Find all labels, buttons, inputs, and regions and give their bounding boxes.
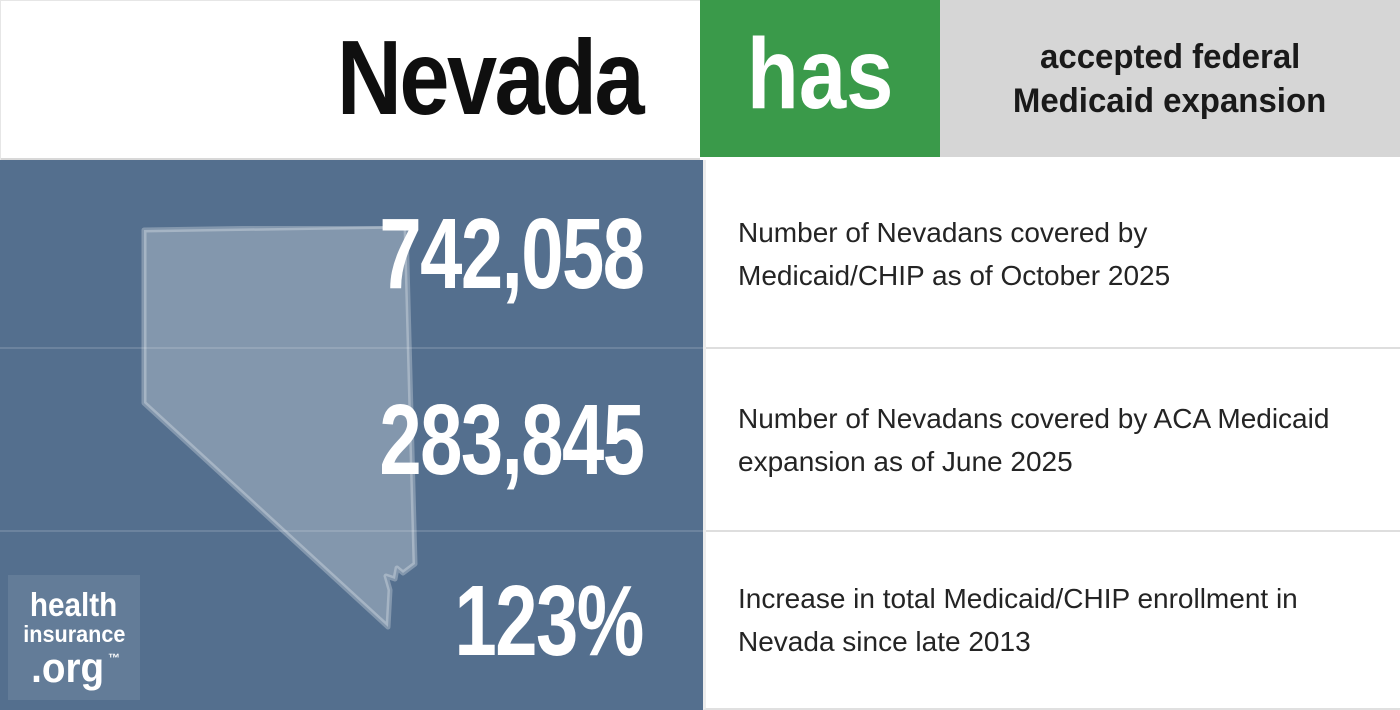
stat-row-enrollment-increase: 123% (0, 530, 703, 710)
stat-value-medicaid-chip: 742,058 (378, 197, 645, 310)
desc-row-medicaid-chip: Number of Nevadans covered by Medicaid/C… (706, 160, 1400, 347)
desc-line: Nevada since late 2013 (738, 626, 1031, 657)
brand-logo: health insurance .org ™ (8, 575, 140, 700)
logo-org-row: .org ™ (28, 643, 121, 691)
verb-text: has (746, 17, 894, 130)
stat-row-medicaid-chip: 742,058 (0, 160, 703, 347)
desc-line: Increase in total Medicaid/CHIP enrollme… (738, 583, 1298, 614)
desc-line: Medicaid/CHIP as of October 2025 (738, 259, 1171, 291)
desc-row-aca-expansion: Number of Nevadans covered by ACA Medica… (706, 347, 1400, 530)
body-band: 742,058 283,845 123% health insurance .o… (0, 160, 1400, 710)
state-name-text: Nevada (336, 18, 645, 137)
trademark-symbol: ™ (108, 650, 121, 665)
desc-row-enrollment-increase: Increase in total Medicaid/CHIP enrollme… (706, 530, 1400, 708)
status-line-1: accepted federal (1039, 37, 1301, 76)
desc-line: expansion as of June 2025 (738, 445, 1073, 477)
stats-panel: 742,058 283,845 123% health insurance .o… (0, 160, 703, 710)
header-section-verb: has (700, 0, 940, 157)
header-section-state: Nevada (0, 0, 700, 160)
logo-org-text: .org (31, 643, 104, 691)
header-band: Nevada has accepted federal Medicaid exp… (0, 0, 1400, 160)
logo-health-text: health (30, 585, 118, 623)
desc-line: Number of Nevadans covered by (738, 216, 1148, 248)
stat-row-aca-expansion: 283,845 (0, 347, 703, 530)
description-panel: Number of Nevadans covered by Medicaid/C… (703, 160, 1400, 710)
nevada-state-icon (141, 226, 418, 630)
status-line-2: Medicaid expansion (1013, 81, 1327, 120)
stat-value-aca-expansion: 283,845 (378, 383, 645, 496)
header-section-status: accepted federal Medicaid expansion (940, 0, 1400, 157)
stat-value-enrollment-increase: 123% (454, 565, 645, 677)
desc-line: Number of Nevadans covered by ACA Medica… (738, 402, 1330, 434)
logo-insurance-text: insurance (22, 620, 126, 647)
stat-rows: 742,058 283,845 123% (0, 160, 703, 710)
